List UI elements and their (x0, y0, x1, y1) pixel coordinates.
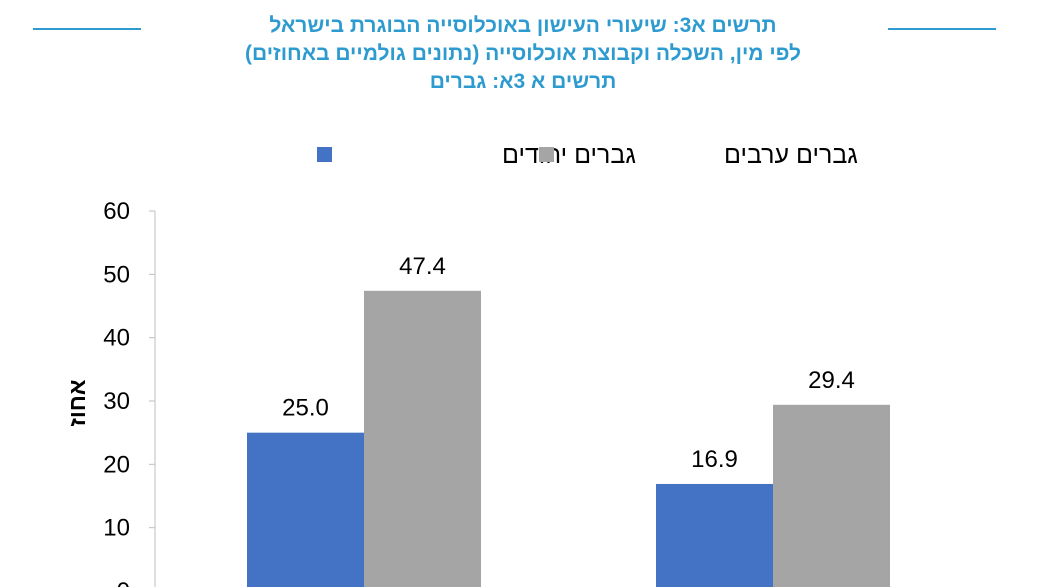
bar (247, 432, 364, 587)
y-tick-label: 60 (103, 198, 130, 225)
bar (773, 404, 890, 587)
title-rule-left (33, 28, 141, 30)
legend: גברים יהודים גברים ערבים (317, 141, 858, 169)
y-tick-label: 40 (103, 325, 130, 352)
legend-swatch (317, 147, 332, 162)
chart-title: תרשים א3: שיעורי העישון באוכלוסייה הבוגר… (150, 12, 896, 96)
y-tick-label: 10 (103, 515, 130, 542)
y-tick-label: 50 (103, 261, 130, 288)
title-line-2: לפי מין, השכלה וקבוצת אוכלוסייה (נתונים … (245, 42, 801, 65)
data-label: 16.9 (691, 446, 738, 473)
y-tick-label: 20 (103, 451, 130, 478)
bar (656, 483, 773, 587)
y-axis: 0 10 20 30 40 50 60 (103, 198, 156, 587)
data-label: 29.4 (808, 367, 855, 394)
legend-label: גברים ערבים (724, 141, 858, 169)
title-line-1: תרשים א3: שיעורי העישון באוכלוסייה הבוגר… (269, 14, 777, 37)
data-label: 47.4 (399, 253, 446, 280)
legend-label: גברים יהודים (502, 141, 636, 169)
title-line-3: תרשים א 3א: גברים (429, 70, 617, 93)
title-rule-right (888, 28, 996, 30)
y-tick-label: 30 (103, 388, 130, 415)
legend-swatch (539, 147, 554, 162)
bars: 25.0 47.4 16.9 29.4 (247, 253, 890, 587)
bar (364, 290, 481, 587)
data-label: 25.0 (282, 395, 329, 422)
y-tick-label: 0 (117, 578, 130, 587)
y-axis-label: אחוז (64, 379, 90, 426)
